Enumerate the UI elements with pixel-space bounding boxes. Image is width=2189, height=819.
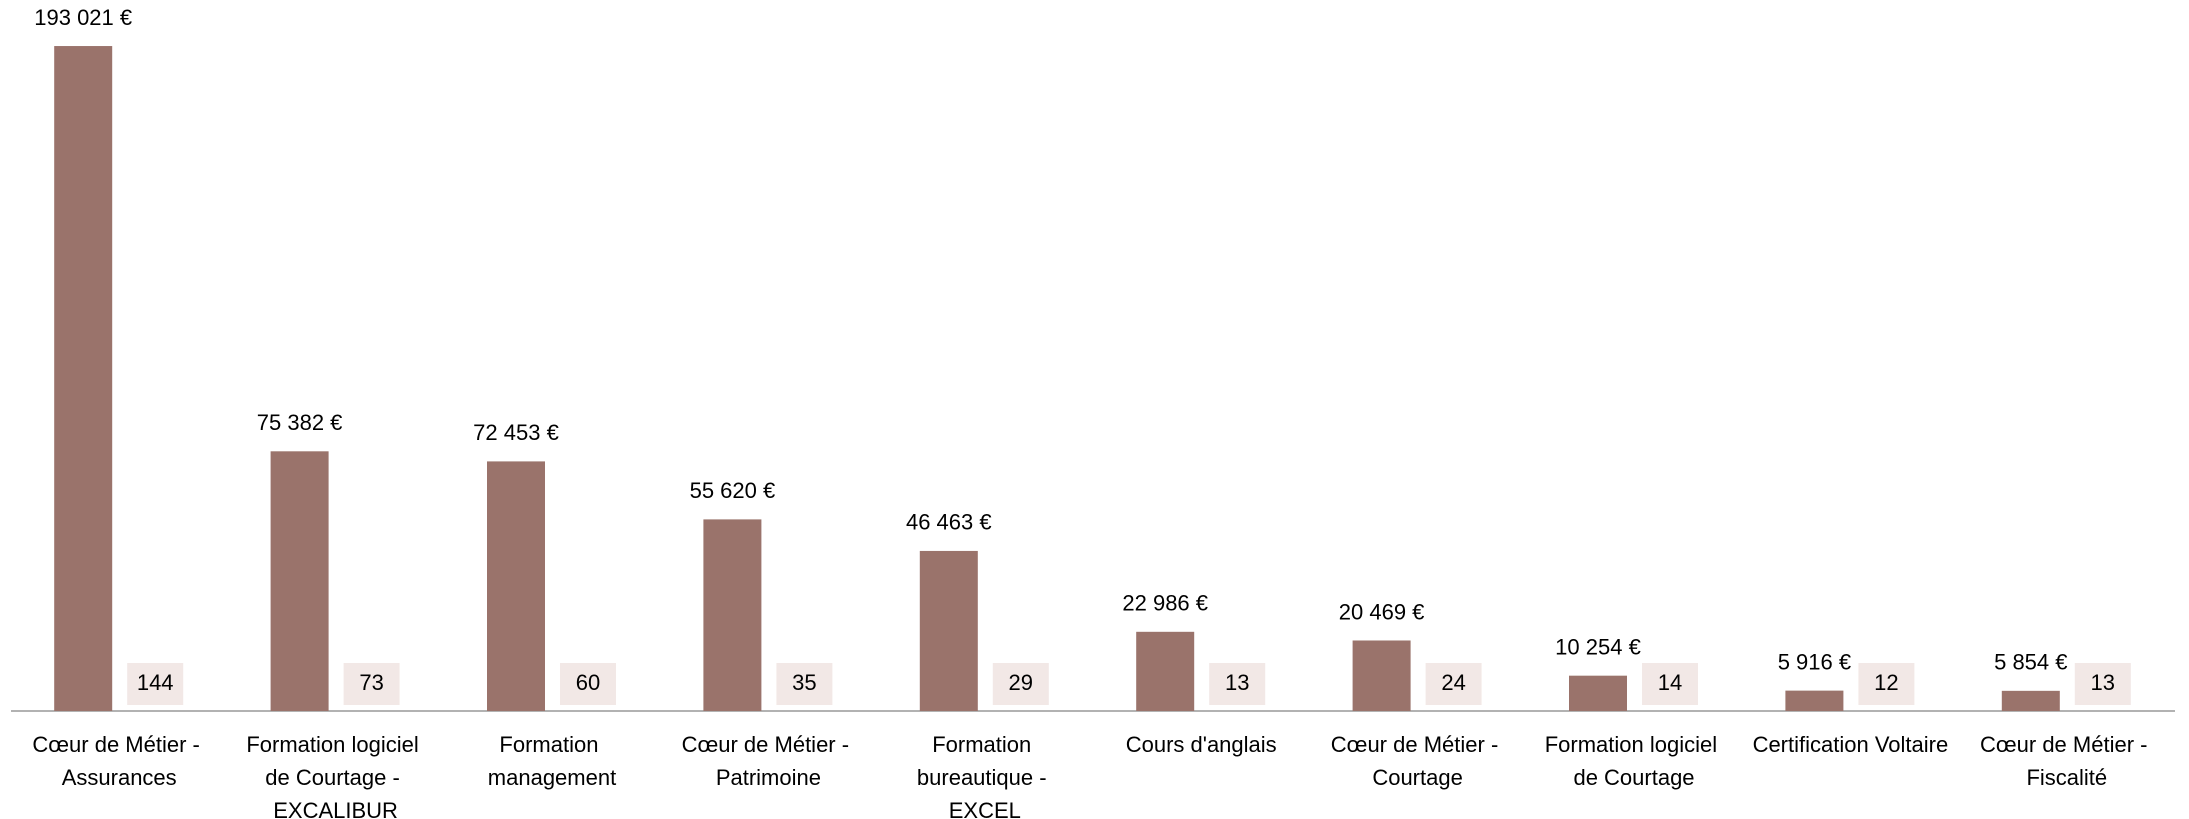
bar: [2001, 690, 2060, 711]
count-label: 144: [137, 670, 174, 695]
value-label: 46 463 €: [906, 510, 992, 535]
bar: [1785, 690, 1844, 711]
value-label: 5 854 €: [1994, 650, 2067, 675]
count-label: 29: [1009, 670, 1033, 695]
count-box: [343, 663, 400, 705]
x-tick-label: Formation logiciel de Courtage - EXCALIB…: [246, 732, 425, 819]
count-box: [1858, 663, 1915, 705]
x-tick-label: Formation management: [488, 732, 616, 790]
count-label: 73: [359, 670, 383, 695]
count-label: 13: [1225, 670, 1249, 695]
value-label: 193 021 €: [34, 5, 132, 30]
count-box: [992, 663, 1049, 705]
value-label: 75 382 €: [257, 410, 343, 435]
count-box: [776, 663, 833, 705]
x-tick-label: Formation logiciel de Courtage: [1545, 732, 1724, 790]
count-box: [2074, 663, 2131, 705]
x-tick-label: Cœur de Métier - Courtage: [1331, 732, 1505, 790]
count-label: 60: [576, 670, 600, 695]
bar: [703, 519, 762, 711]
count-box: [1425, 663, 1482, 705]
bar: [487, 461, 545, 711]
x-tick-label: Cours d'anglais: [1126, 732, 1277, 757]
x-tick-label: Cœur de Métier - Patrimoine: [682, 732, 856, 790]
count-label: 35: [792, 670, 816, 695]
bar: [54, 46, 113, 711]
count-label: 12: [1874, 670, 1898, 695]
count-box: [1642, 663, 1698, 705]
value-label: 72 453 €: [473, 420, 559, 445]
count-box: [1209, 663, 1266, 705]
bar: [1352, 640, 1411, 711]
count-label: 13: [2091, 670, 2115, 695]
x-tick-label: Certification Voltaire: [1753, 732, 1949, 757]
x-tick-label: Cœur de Métier - Assurances: [32, 732, 206, 790]
value-label: 20 469 €: [1339, 599, 1425, 624]
value-label: 5 916 €: [1778, 649, 1851, 674]
bar: [1569, 675, 1627, 711]
bar: [1136, 631, 1195, 711]
value-label: 55 620 €: [690, 478, 776, 503]
bar: [919, 550, 978, 711]
x-tick-label: Formation bureautique - EXCEL: [917, 732, 1053, 819]
count-box: [127, 663, 184, 705]
bar: [270, 451, 329, 711]
count-label: 14: [1658, 670, 1682, 695]
count-box: [560, 663, 616, 705]
value-label: 22 986 €: [1122, 591, 1208, 616]
count-label: 24: [1441, 670, 1465, 695]
value-label: 10 254 €: [1555, 634, 1641, 659]
x-tick-label: Cœur de Métier - Fiscalité: [1980, 732, 2154, 790]
